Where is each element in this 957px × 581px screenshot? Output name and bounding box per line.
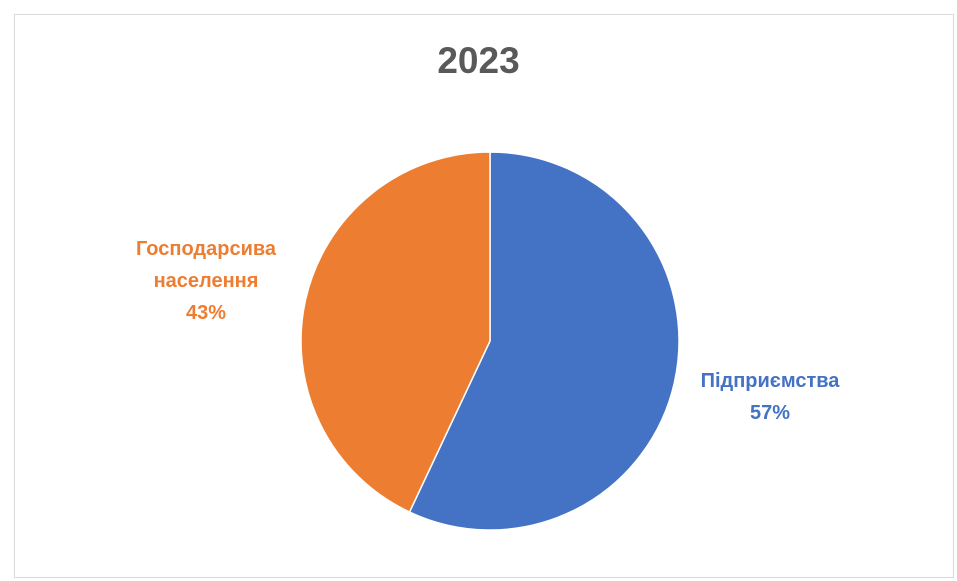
slice-label-households-line-2: населення [153, 270, 259, 292]
slice-label-households-percent: 43% [185, 302, 227, 324]
slice-label-households-line-1: Господарсива [135, 238, 277, 260]
slice-label-enterprises: Підприємства 57% [680, 365, 860, 429]
pie-slice-0 [408, 151, 680, 531]
pie-slices [300, 151, 680, 531]
slice-label-households: Господарсива населення 43% [105, 233, 307, 329]
slice-label-enterprises-percent: 57% [749, 402, 791, 424]
chart-title: 2023 [437, 40, 520, 81]
slice-label-enterprises-name: Підприємства [700, 370, 840, 392]
pie-slice-1 [300, 151, 491, 514]
